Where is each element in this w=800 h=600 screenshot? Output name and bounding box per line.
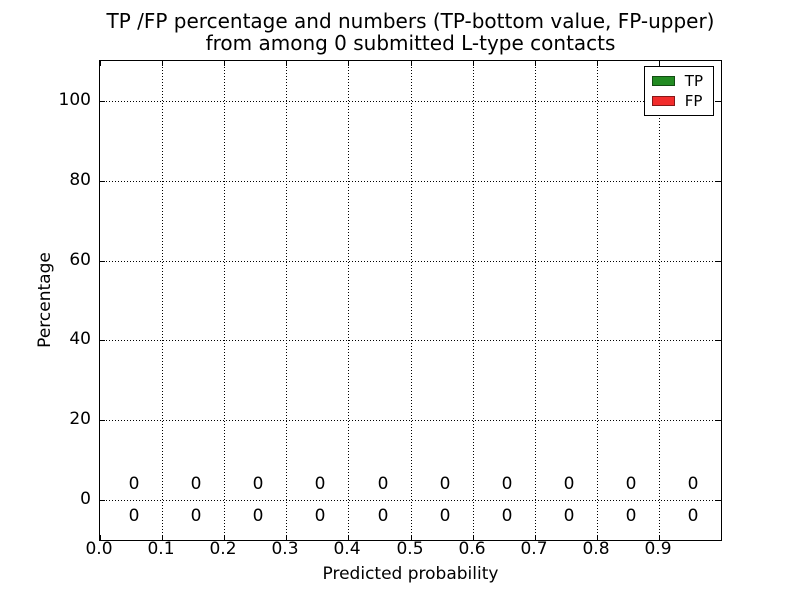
y-tick-right bbox=[716, 181, 721, 182]
x-tick-bottom bbox=[659, 535, 660, 540]
bar-annotation-fp: 0 bbox=[314, 474, 326, 494]
x-tick-bottom bbox=[411, 535, 412, 540]
x-tick-bottom bbox=[535, 535, 536, 540]
bar-annotation-fp: 0 bbox=[128, 474, 140, 494]
y-tick-right bbox=[716, 420, 721, 421]
y-tick-labels: 0 20 40 60 80 100 bbox=[0, 60, 91, 539]
x-tick-label: 0.1 bbox=[147, 539, 175, 559]
y-tick-label: 0 bbox=[80, 489, 91, 509]
x-tick-bottom bbox=[597, 535, 598, 540]
bar-annotation-tp: 0 bbox=[687, 506, 699, 526]
x-tick-top bbox=[535, 61, 536, 66]
bar-annotation-fp: 0 bbox=[501, 474, 513, 494]
x-gridline bbox=[162, 61, 163, 540]
x-gridline bbox=[597, 61, 598, 540]
x-gridline bbox=[473, 61, 474, 540]
legend: TP FP bbox=[643, 66, 714, 116]
x-tick-label: 0.4 bbox=[333, 539, 361, 559]
legend-swatch-fp bbox=[651, 96, 675, 106]
x-gridline bbox=[348, 61, 349, 540]
bar-annotation-tp: 0 bbox=[252, 506, 264, 526]
x-tick-top bbox=[411, 61, 412, 66]
y-tick-left bbox=[100, 101, 105, 102]
bar-annotation-fp: 0 bbox=[687, 474, 699, 494]
bar-annotation-tp: 0 bbox=[501, 506, 513, 526]
y-axis-label: Percentage bbox=[35, 252, 55, 348]
bar-annotation-fp: 0 bbox=[439, 474, 451, 494]
y-tick-left bbox=[100, 420, 105, 421]
bar-annotation-tp: 0 bbox=[314, 506, 326, 526]
y-gridline bbox=[100, 101, 721, 102]
y-tick-label: 40 bbox=[69, 329, 91, 349]
bar-annotation-tp: 0 bbox=[128, 506, 140, 526]
y-tick-left bbox=[100, 500, 105, 501]
x-tick-label: 0.8 bbox=[582, 539, 610, 559]
legend-item-fp: FP bbox=[651, 91, 703, 111]
x-tick-bottom bbox=[348, 535, 349, 540]
x-axis-label: Predicted probability bbox=[322, 564, 499, 584]
x-gridline bbox=[286, 61, 287, 540]
x-gridline bbox=[659, 61, 660, 540]
y-tick-right bbox=[716, 500, 721, 501]
y-gridline bbox=[100, 261, 721, 262]
x-tick-top bbox=[597, 61, 598, 66]
y-tick-label: 80 bbox=[69, 170, 91, 190]
x-tick-top bbox=[286, 61, 287, 66]
y-tick-left bbox=[100, 340, 105, 341]
x-tick-top bbox=[162, 61, 163, 66]
legend-label-tp: TP bbox=[684, 71, 703, 90]
y-gridline bbox=[100, 340, 721, 341]
x-tick-bottom bbox=[286, 535, 287, 540]
x-tick-bottom bbox=[473, 535, 474, 540]
plot-area: TP FP 0 0 0 0 0 0 0 0 0 0 0 0 0 0 0 0 0 0 0 0 bbox=[99, 60, 722, 541]
y-tick-left bbox=[100, 261, 105, 262]
bar-annotation-fp: 0 bbox=[563, 474, 575, 494]
y-tick-right bbox=[716, 261, 721, 262]
x-tick-label: 0.5 bbox=[396, 539, 424, 559]
chart-title-line2: from among 0 submitted L-type contacts bbox=[205, 31, 616, 55]
y-tick-left bbox=[100, 181, 105, 182]
x-gridline bbox=[411, 61, 412, 540]
bar-annotation-fp: 0 bbox=[625, 474, 637, 494]
legend-swatch-tp bbox=[651, 76, 675, 86]
y-tick-label: 60 bbox=[69, 250, 91, 270]
x-tick-top bbox=[659, 61, 660, 66]
y-gridline bbox=[100, 420, 721, 421]
x-tick-top bbox=[348, 61, 349, 66]
x-tick-labels: 0.0 0.1 0.2 0.3 0.4 0.5 0.6 0.7 0.8 0.9 bbox=[85, 539, 722, 562]
chart-title: TP /FP percentage and numbers (TP-bottom… bbox=[99, 10, 722, 54]
x-tick-label: 0.7 bbox=[520, 539, 548, 559]
y-tick-right bbox=[716, 101, 721, 102]
x-tick-top bbox=[100, 61, 101, 66]
bar-annotation-fp: 0 bbox=[190, 474, 202, 494]
bar-annotation-tp: 0 bbox=[190, 506, 202, 526]
x-tick-bottom bbox=[224, 535, 225, 540]
bar-annotation-tp: 0 bbox=[439, 506, 451, 526]
x-tick-bottom bbox=[162, 535, 163, 540]
y-tick-right bbox=[716, 340, 721, 341]
bar-annotation-tp: 0 bbox=[377, 506, 389, 526]
y-tick-label: 100 bbox=[58, 90, 91, 110]
x-tick-label: 0.6 bbox=[458, 539, 486, 559]
x-tick-label: 0.2 bbox=[209, 539, 237, 559]
legend-item-tp: TP bbox=[651, 71, 703, 91]
bar-annotation-fp: 0 bbox=[377, 474, 389, 494]
y-gridline bbox=[100, 500, 721, 501]
y-gridline bbox=[100, 181, 721, 182]
x-tick-label: 0.3 bbox=[271, 539, 299, 559]
bar-annotation-tp: 0 bbox=[563, 506, 575, 526]
x-tick-top bbox=[473, 61, 474, 66]
x-tick-label: 0.9 bbox=[644, 539, 672, 559]
bar-annotation-fp: 0 bbox=[252, 474, 264, 494]
x-tick-bottom bbox=[100, 535, 101, 540]
x-gridline bbox=[535, 61, 536, 540]
legend-label-fp: FP bbox=[684, 91, 703, 110]
chart-title-line1: TP /FP percentage and numbers (TP-bottom… bbox=[106, 9, 715, 33]
bar-annotation-tp: 0 bbox=[625, 506, 637, 526]
y-tick-label: 20 bbox=[69, 409, 91, 429]
x-tick-top bbox=[224, 61, 225, 66]
x-tick-label: 0.0 bbox=[85, 539, 113, 559]
x-gridline bbox=[224, 61, 225, 540]
